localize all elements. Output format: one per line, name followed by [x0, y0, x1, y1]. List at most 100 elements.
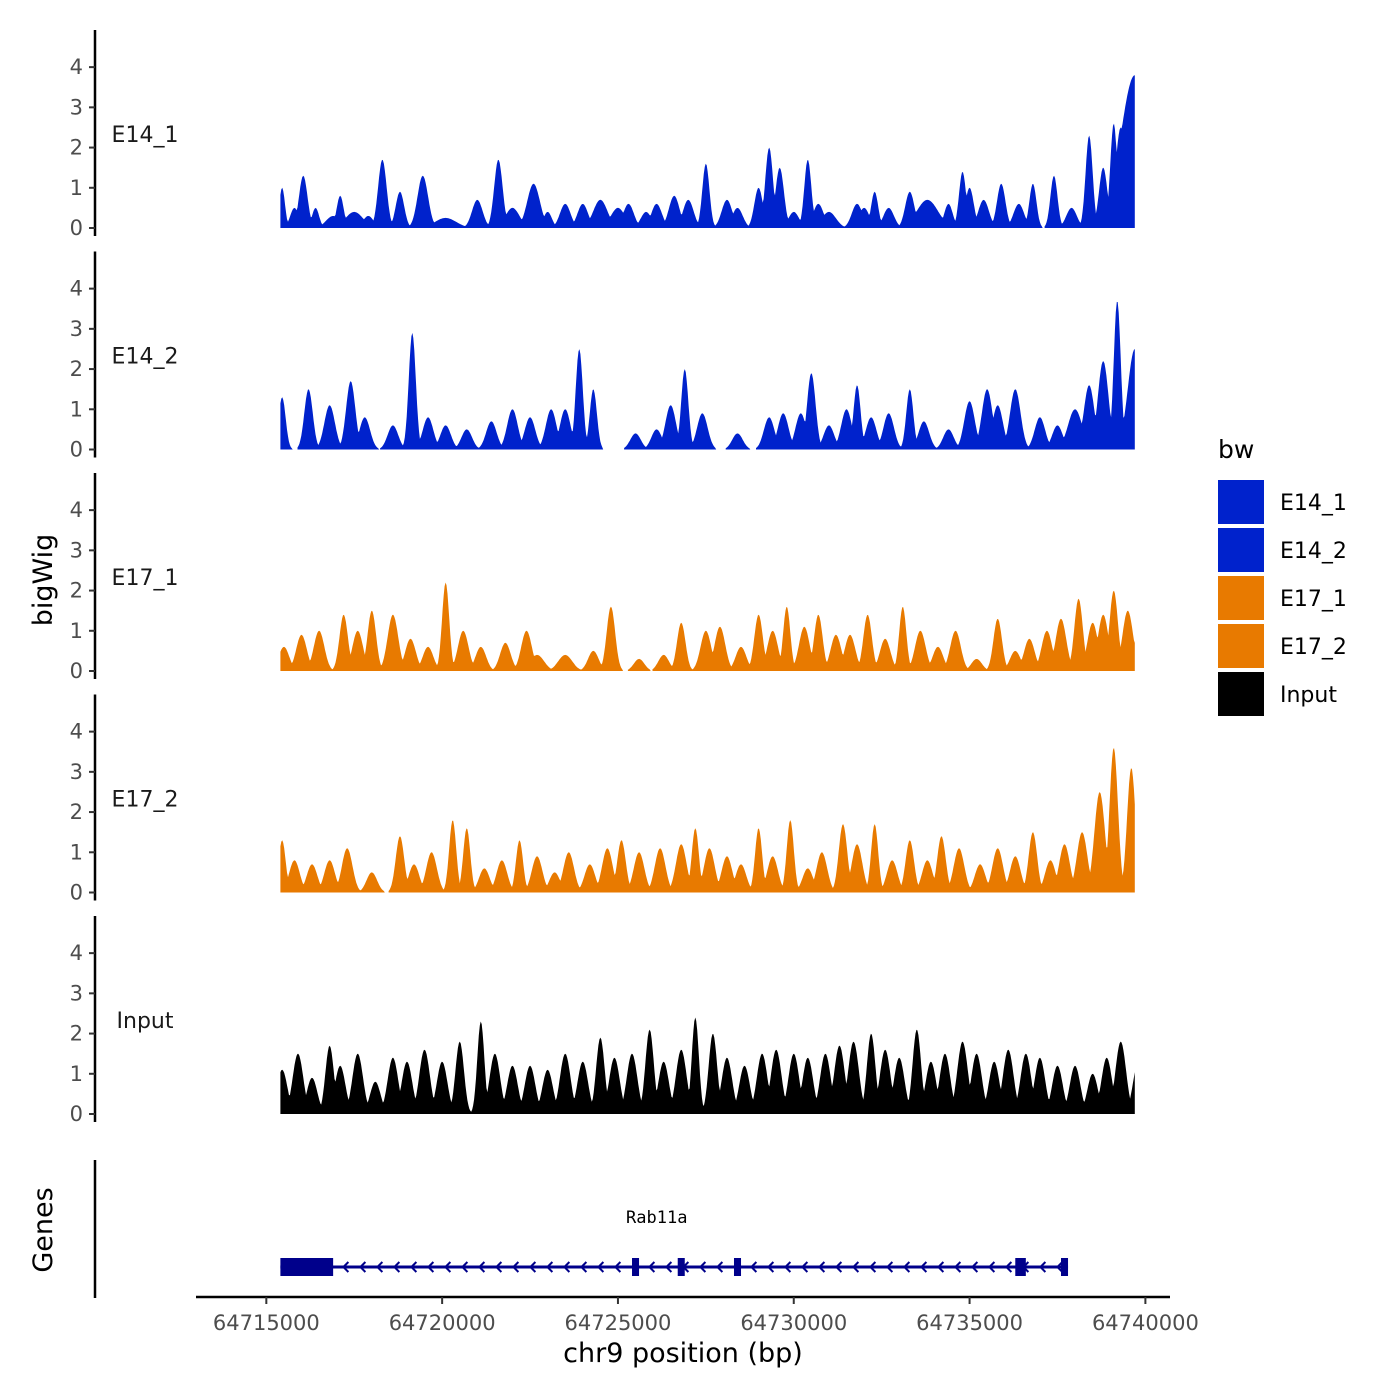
- strand-arrow: [443, 1261, 452, 1273]
- strand-arrow: [800, 1261, 809, 1273]
- strand-arrow: [1038, 1261, 1047, 1273]
- y-tick-label: 0: [70, 659, 83, 683]
- strand-arrow: [358, 1261, 367, 1273]
- strand-arrow: [494, 1261, 503, 1273]
- x-tick-label: 64740000: [1092, 1311, 1199, 1335]
- x-tick-label: 64715000: [213, 1311, 320, 1335]
- strand-arrow: [392, 1261, 401, 1273]
- legend-title: bw: [1218, 435, 1254, 464]
- gene-exon: [632, 1258, 640, 1276]
- legend-swatch: [1218, 576, 1264, 620]
- y-tick-label: 4: [70, 941, 83, 965]
- y-tick-label: 3: [70, 760, 83, 784]
- gene-exon: [1015, 1258, 1026, 1276]
- panel-e17_2: 0 1 2 3 4 E17_2: [70, 694, 1135, 905]
- y-tick-label: 2: [70, 136, 83, 160]
- y-axis-title: bigWig: [28, 534, 59, 627]
- y-tick-label: 3: [70, 317, 83, 341]
- strand-arrow: [766, 1261, 775, 1273]
- strand-arrow: [902, 1261, 911, 1273]
- strand-arrow: [511, 1261, 520, 1273]
- strand-arrow: [851, 1261, 860, 1273]
- legend-label: E14_2: [1280, 539, 1347, 564]
- x-tick-label: 64730000: [740, 1311, 847, 1335]
- y-tick-label: 4: [70, 55, 83, 79]
- strand-arrow: [1004, 1261, 1013, 1273]
- gene-exon: [1060, 1258, 1069, 1276]
- panel-label: E14_2: [112, 345, 179, 370]
- strand-arrow: [341, 1261, 350, 1273]
- strand-arrow: [834, 1261, 843, 1273]
- strand-arrow: [647, 1261, 656, 1273]
- track-panels: 0 1 2 3 4 E14_1 0 1 2 3 4 E14_2 0 1 2 3 4 E17_1 0 1 2 3 4 E17_2…: [70, 30, 1135, 1126]
- x-axis: 64715000 64720000 64725000 64730000 64735000…: [196, 1295, 1199, 1335]
- strand-arrow: [409, 1261, 418, 1273]
- strand-arrow: [715, 1261, 724, 1273]
- legend-label: E17_1: [1280, 587, 1347, 612]
- y-tick-label: 1: [70, 176, 83, 200]
- strand-arrow: [426, 1261, 435, 1273]
- gene-track-title: Genes: [28, 1187, 59, 1272]
- signal-area-e14_2: [280, 301, 1135, 450]
- strand-arrow: [579, 1261, 588, 1273]
- legend-swatch: [1218, 528, 1264, 572]
- signal-area-e17_2: [280, 747, 1135, 893]
- strand-arrow: [477, 1261, 486, 1273]
- gene-exon: [677, 1258, 685, 1276]
- gene-exon: [733, 1258, 742, 1276]
- panel-label: E14_1: [112, 123, 179, 148]
- y-tick-label: 3: [70, 95, 83, 119]
- strand-arrow: [1055, 1261, 1064, 1273]
- y-tick-label: 0: [70, 438, 83, 462]
- x-tick-label: 64720000: [389, 1311, 496, 1335]
- legend-label: E14_1: [1280, 491, 1347, 516]
- y-tick-label: 1: [70, 840, 83, 864]
- y-tick-label: 2: [70, 579, 83, 603]
- legend-swatch: [1218, 480, 1264, 524]
- strand-arrow: [545, 1261, 554, 1273]
- y-tick-label: 2: [70, 1022, 83, 1046]
- legend-swatch: [1218, 672, 1264, 716]
- y-tick-label: 3: [70, 538, 83, 562]
- strand-arrow: [749, 1261, 758, 1273]
- strand-arrow: [987, 1261, 996, 1273]
- strand-arrow: [528, 1261, 537, 1273]
- strand-arrow: [562, 1261, 571, 1273]
- y-tick-label: 2: [70, 357, 83, 381]
- strand-arrow: [613, 1261, 622, 1273]
- y-tick-label: 0: [70, 216, 83, 240]
- panel-e14_1: 0 1 2 3 4 E14_1: [70, 30, 1135, 240]
- y-tick-label: 0: [70, 1102, 83, 1126]
- y-tick-label: 1: [70, 1062, 83, 1086]
- strand-arrow: [868, 1261, 877, 1273]
- strand-arrow: [460, 1261, 469, 1273]
- panel-label: Input: [117, 1009, 174, 1034]
- strand-arrow: [375, 1261, 384, 1273]
- panel-input: 0 1 2 3 4 Input: [70, 916, 1135, 1126]
- legend-label: Input: [1280, 683, 1337, 708]
- strand-arrow: [970, 1261, 979, 1273]
- strand-arrow: [953, 1261, 962, 1273]
- strand-arrow: [885, 1261, 894, 1273]
- strand-arrow: [817, 1261, 826, 1273]
- y-tick-label: 1: [70, 397, 83, 421]
- panel-e17_1: 0 1 2 3 4 E17_1: [70, 473, 1135, 683]
- y-tick-label: 1: [70, 619, 83, 643]
- strand-arrow: [783, 1261, 792, 1273]
- x-axis-title: chr9 position (bp): [563, 1338, 803, 1369]
- gene-exon: [280, 1258, 334, 1276]
- y-tick-label: 0: [70, 881, 83, 905]
- y-tick-label: 4: [70, 277, 83, 301]
- y-tick-label: 4: [70, 498, 83, 522]
- gene-model: Rab11a: [280, 1208, 1069, 1276]
- legend: bw E14_1 E14_2 E17_1 E17_2 Input: [1218, 435, 1347, 716]
- strand-arrow: [698, 1261, 707, 1273]
- strand-arrow: [596, 1261, 605, 1273]
- legend-swatch: [1218, 624, 1264, 668]
- signal-area-input: [280, 1017, 1135, 1114]
- gene-name-label: Rab11a: [626, 1208, 687, 1228]
- strand-arrow: [936, 1261, 945, 1273]
- y-tick-label: 4: [70, 720, 83, 744]
- signal-area-e17_1: [280, 582, 1135, 671]
